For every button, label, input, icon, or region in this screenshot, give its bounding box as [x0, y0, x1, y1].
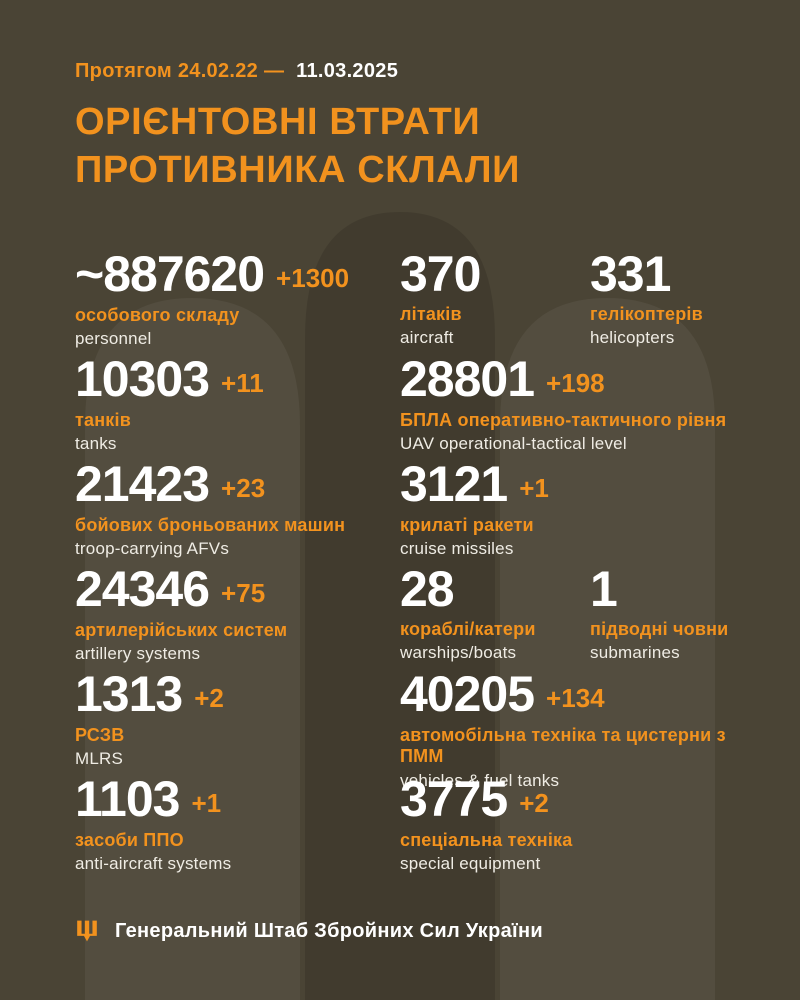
content: Протягом 24.02.22 — 11.03.2025 ОРІЄНТОВН…: [75, 60, 772, 881]
stat-label-en: submarines: [590, 643, 680, 663]
stat-uav: 28801 +198 БПЛА оперативно-тактичного рі…: [400, 350, 772, 461]
stat-value: 28: [400, 560, 455, 617]
stat-value-line: 370: [400, 245, 590, 302]
stat-label-ua: літаків: [400, 303, 462, 324]
stat-label-en: artillery systems: [75, 644, 201, 664]
stat-value: 24346: [75, 560, 210, 617]
stat-delta: +11: [221, 367, 264, 398]
stat-label-ua: підводні човни: [590, 618, 729, 639]
stat-aircraft: 370 літаків aircraft: [400, 245, 590, 356]
stat-artillery: 24346 +75 артилерійських систем artiller…: [75, 560, 400, 671]
stat-value-line: 3775 +2: [400, 770, 772, 827]
stat-vehicles: 40205 +134 автомобільна техніка та цисте…: [400, 665, 772, 790]
stat-value-line: 1103 +1: [75, 770, 400, 827]
stat-mlrs: 1313 +2 РСЗВ MLRS: [75, 665, 400, 776]
footer: Генеральний Штаб Збройних Сил України: [75, 918, 543, 944]
page-title: ОРІЄНТОВНІ ВТРАТИ ПРОТИВНИКА СКЛАЛИ: [75, 99, 772, 195]
stat-delta: +1: [191, 787, 222, 818]
stat-value-line: 28801 +198: [400, 350, 772, 407]
period-label: Протягом 24.02.22 —: [75, 60, 285, 82]
title-line-1: ОРІЄНТОВНІ ВТРАТИ: [75, 101, 481, 143]
stat-anti-aircraft: 1103 +1 засоби ППО anti-aircraft systems: [75, 770, 400, 881]
stat-afv: 21423 +23 бойових броньованих машин troo…: [75, 455, 400, 566]
stat-label-en: personnel: [75, 329, 152, 349]
stat-label-en: cruise missiles: [400, 539, 514, 559]
stat-label-ua: бойових броньованих машин: [75, 514, 346, 535]
stat-value-line: 3121 +1: [400, 455, 772, 512]
stat-value: 1313: [75, 665, 183, 722]
stat-cruise-missiles: 3121 +1 крилаті ракети cruise missiles: [400, 455, 772, 566]
stat-delta: +134: [546, 682, 605, 713]
organization-name: Генеральний Штаб Збройних Сил України: [115, 919, 543, 942]
stat-delta: +75: [221, 577, 266, 608]
stat-value-line: 10303 +11: [75, 350, 400, 407]
stat-delta: +2: [519, 787, 549, 818]
stat-label-en: vehicles & fuel tanks: [400, 770, 560, 790]
stat-label-en: tanks: [75, 434, 117, 454]
stat-value: ~887620: [75, 245, 265, 302]
stat-value: 3775: [400, 770, 508, 827]
stat-value-line: 21423 +23: [75, 455, 400, 512]
stat-value-line: 1313 +2: [75, 665, 400, 722]
stat-label-ua: гелікоптерів: [590, 303, 703, 324]
stat-label-ua: крилаті ракети: [400, 514, 534, 535]
stat-value: 40205: [400, 665, 535, 722]
stat-value-line: 24346 +75: [75, 560, 400, 617]
stat-label-en: MLRS: [75, 749, 124, 769]
stat-personnel: ~887620 +1300 особового складу personnel: [75, 245, 400, 356]
stat-label-ua: артилерійських систем: [75, 619, 288, 640]
stat-tanks: 10303 +11 танків tanks: [75, 350, 400, 461]
title-line-2: ПРОТИВНИКА СКЛАЛИ: [75, 148, 521, 191]
trident-icon: [77, 920, 97, 942]
stat-label-ua: спеціальна техніка: [400, 829, 573, 850]
stat-value-line: 40205 +134: [400, 665, 772, 722]
stat-delta: +23: [221, 472, 266, 503]
stat-value: 28801: [400, 350, 535, 407]
stat-label-ua: кораблі/катери: [400, 618, 536, 639]
stat-label-en: special equipment: [400, 854, 541, 874]
stat-value-line: ~887620 +1300: [75, 245, 400, 302]
stat-helicopters: 331 гелікоптерів helicopters: [590, 245, 772, 356]
stat-label-en: troop-carrying AFVs: [75, 539, 230, 559]
stat-label-ua: танків: [75, 409, 131, 430]
stat-delta: +2: [194, 682, 224, 713]
stat-label-en: anti-aircraft systems: [75, 854, 232, 874]
stat-value: 331: [590, 245, 671, 302]
stat-delta: +1: [519, 472, 549, 503]
stat-label-en: aircraft: [400, 328, 454, 348]
stat-special-equipment: 3775 +2 спеціальна техніка special equip…: [400, 770, 772, 881]
stat-value: 3121: [400, 455, 508, 512]
stats-grid: ~887620 +1300 особового складу personnel…: [75, 245, 772, 881]
stat-label-ua: засоби ППО: [75, 829, 184, 850]
stat-value: 10303: [75, 350, 210, 407]
current-date: 11.03.2025: [296, 60, 399, 82]
stat-label-ua: БПЛА оперативно-тактичного рівня: [400, 409, 727, 430]
stat-label-ua: РСЗВ: [75, 724, 125, 745]
stat-value: 1: [590, 560, 618, 617]
stat-label-en: warships/boats: [400, 643, 517, 663]
stat-warships: 28 кораблі/катери warships/boats: [400, 560, 590, 671]
stat-label-en: UAV operational-tactical level: [400, 434, 627, 454]
stat-value-line: 1: [590, 560, 772, 617]
stat-label-en: helicopters: [590, 328, 675, 348]
stat-value-line: 28: [400, 560, 590, 617]
stat-delta: +1300: [276, 262, 350, 293]
stat-value: 21423: [75, 455, 210, 512]
stat-value: 370: [400, 245, 481, 302]
stat-submarines: 1 підводні човни submarines: [590, 560, 772, 671]
stat-delta: +198: [546, 367, 605, 398]
stat-label-ua: особового складу: [75, 304, 240, 325]
date-range: Протягом 24.02.22 — 11.03.2025: [75, 60, 772, 83]
stat-value: 1103: [75, 770, 180, 827]
stat-value-line: 331: [590, 245, 772, 302]
stat-label-ua: автомобільна техніка та цистерни з ПММ: [400, 724, 726, 767]
